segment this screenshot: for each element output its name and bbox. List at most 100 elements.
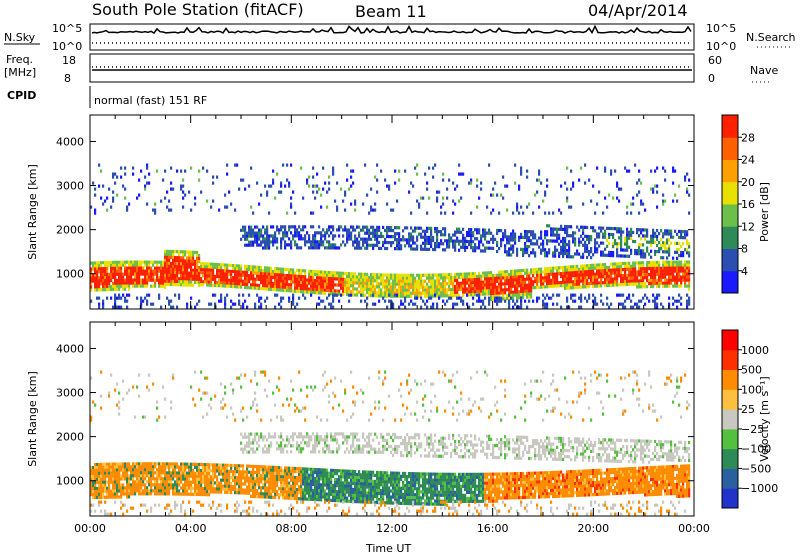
power-echo-cell: [476, 205, 479, 209]
power-echo-cell: [600, 269, 603, 273]
power-echo-cell: [148, 266, 151, 270]
power-echo-cell: [678, 260, 681, 264]
power-echo-cell: [238, 264, 241, 268]
power-echo-cell: [638, 264, 641, 268]
power-echo-cell: [124, 260, 127, 264]
power-echo-cell: [104, 276, 107, 280]
power-echo-cell: [606, 268, 609, 273]
power-echo-cell: [528, 271, 531, 275]
power-echo-cell: [514, 290, 517, 294]
power-echo-cell: [386, 231, 389, 236]
power-echo-cell: [444, 239, 447, 243]
velocity-echo-cell: [104, 468, 107, 472]
power-echo-cell: [296, 289, 299, 293]
power-echo-cell: [612, 277, 615, 281]
power-echo-cell: [562, 227, 565, 232]
power-echo-cell: [472, 249, 475, 253]
power-echo-cell: [208, 277, 211, 281]
power-echo-cell: [606, 226, 609, 230]
power-echo-cell: [248, 243, 251, 247]
power-echo-cell: [660, 247, 663, 251]
power-echo-cell: [592, 253, 595, 257]
power-echo-cell: [554, 266, 557, 270]
power-echo-cell: [126, 266, 129, 270]
power-echo-cell: [96, 282, 99, 286]
power-echo-cell: [582, 276, 585, 280]
power-echo-cell: [640, 231, 643, 235]
velocity-echo-cell: [226, 487, 229, 491]
power-echo-cell: [320, 291, 323, 295]
power-echo-cell: [360, 290, 363, 294]
power-echo-cell: [286, 288, 289, 293]
power-echo-cell: [298, 271, 301, 276]
power-echo-cell: [498, 282, 501, 286]
power-echo-cell: [652, 269, 655, 274]
power-echo-cell: [620, 277, 623, 281]
power-echo-cell: [246, 273, 249, 278]
power-echo-cell: [588, 240, 591, 245]
power-echo-cell: [328, 243, 331, 247]
power-echo-cell: [422, 285, 425, 289]
power-echo-cell: [426, 276, 429, 280]
power-echo-cell: [520, 296, 523, 300]
power-echo-cell: [686, 233, 689, 237]
power-echo-cell: [196, 277, 199, 282]
power-echo-cell: [360, 237, 363, 241]
power-echo-cell: [436, 276, 439, 280]
power-echo-cell: [252, 286, 255, 290]
power-echo-cell: [298, 280, 301, 285]
velocity-echo-cell: [202, 465, 205, 470]
power-echo-cell: [586, 285, 589, 289]
velocity-echo-cell: [154, 483, 157, 487]
velocity-echo-cell: [168, 489, 171, 493]
power-echo-cell: [496, 243, 499, 248]
velocity-echo-cell: [126, 462, 129, 466]
power-echo-cell: [536, 296, 539, 300]
power-echo-cell: [688, 269, 691, 273]
power-echo-cell: [272, 275, 275, 280]
power-echo-cell: [620, 280, 623, 284]
power-echo-cell: [542, 279, 545, 283]
power-echo-cell: [382, 243, 385, 248]
power-echo-cell: [664, 232, 667, 236]
power-echo-cell: [390, 273, 393, 277]
power-echo-cell: [204, 271, 207, 275]
power-echo-cell: [240, 237, 243, 241]
power-echo-cell: [616, 262, 619, 266]
power-echo-cell: [348, 281, 351, 285]
power-echo-cell: [498, 228, 501, 233]
velocity-echo-cell: [116, 471, 119, 475]
power-echo-cell: [416, 288, 419, 292]
velocity-echo-cell: [108, 483, 111, 487]
power-echo-cell: [374, 276, 377, 280]
power-echo-cell: [582, 225, 585, 229]
power-echo-cell: [168, 252, 171, 257]
power-echo-cell: [440, 273, 443, 277]
power-echo-cell: [432, 276, 435, 280]
power-echo-cell: [424, 279, 427, 283]
power-echo-cell: [588, 276, 591, 280]
power-echo-cell: [536, 178, 539, 182]
power-echo-cell: [628, 267, 631, 271]
power-echo-cell: [646, 261, 649, 265]
power-echo-cell: [182, 262, 185, 266]
power-echo-cell: [604, 253, 607, 257]
power-echo-cell: [182, 259, 185, 263]
power-echo-cell: [518, 235, 521, 239]
velocity-echo-cell: [114, 483, 117, 487]
power-echo-cell: [392, 235, 395, 239]
velocity-echo-cell: [136, 471, 139, 475]
power-echo-cell: [180, 184, 183, 188]
power-echo-cell: [132, 281, 135, 285]
power-echo-cell: [442, 299, 445, 303]
power-echo-cell: [288, 243, 291, 247]
power-echo-cell: [686, 284, 689, 288]
power-echo-cell: [386, 225, 389, 230]
power-echo-cell: [352, 169, 355, 173]
power-echo-cell: [688, 302, 691, 306]
power-echo-cell: [194, 274, 197, 278]
power-echo-cell: [548, 278, 551, 283]
power-echo-cell: [312, 237, 315, 241]
power-echo-cell: [180, 277, 183, 281]
power-echo-cell: [632, 305, 635, 309]
